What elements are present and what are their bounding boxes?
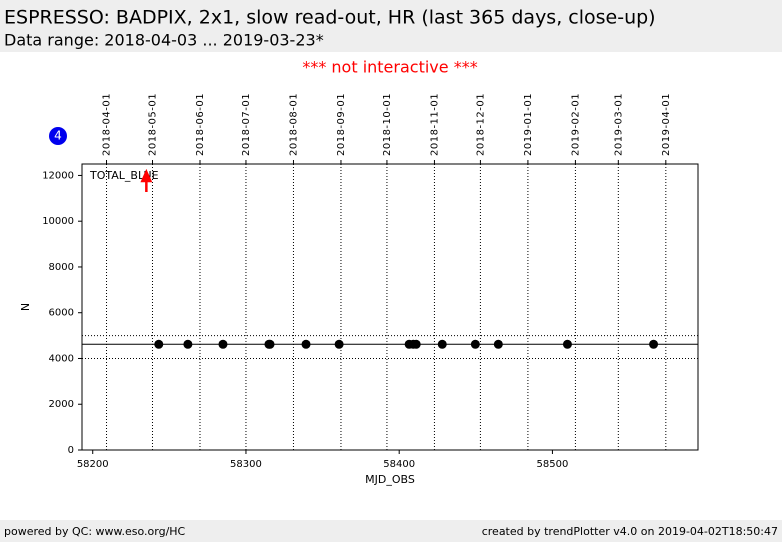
footer-right: created by trendPlotter v4.0 on 2019-04-… bbox=[482, 525, 778, 538]
y-tick-label: 2000 bbox=[49, 399, 74, 410]
y-tick-label: 4000 bbox=[49, 353, 74, 364]
y-tick-label: 6000 bbox=[49, 308, 74, 319]
x-tick-label: 58500 bbox=[537, 459, 569, 470]
date-tick-label: 2018-04-01 bbox=[102, 93, 113, 156]
y-axis-label: N bbox=[19, 303, 32, 311]
point bbox=[218, 339, 228, 349]
point bbox=[649, 339, 659, 349]
date-tick-label: 2018-09-01 bbox=[336, 93, 347, 156]
date-tick-label: 2018-08-01 bbox=[288, 93, 299, 156]
date-tick-label: 2019-01-01 bbox=[523, 93, 534, 156]
badge: 4 bbox=[54, 129, 62, 143]
date-tick-label: 2019-04-01 bbox=[661, 93, 672, 156]
x-tick-label: 58200 bbox=[77, 459, 109, 470]
point bbox=[562, 339, 572, 349]
x-tick-label: 58400 bbox=[383, 459, 415, 470]
x-tick-label: 58300 bbox=[230, 459, 262, 470]
point bbox=[334, 339, 344, 349]
subtitle: Data range: 2018-04-03 ... 2019-03-23* bbox=[4, 31, 324, 50]
point bbox=[493, 339, 503, 349]
date-tick-label: 2018-10-01 bbox=[382, 93, 393, 156]
date-tick-label: 2018-06-01 bbox=[195, 93, 206, 156]
y-tick-label: 10000 bbox=[42, 216, 74, 227]
y-tick-label: 0 bbox=[68, 445, 74, 456]
series-label: TOTAL_BLUE bbox=[89, 169, 159, 182]
point bbox=[411, 339, 421, 349]
footer-band bbox=[0, 520, 782, 542]
y-tick-label: 8000 bbox=[49, 262, 74, 273]
date-tick-label: 2018-12-01 bbox=[475, 93, 486, 156]
plot-frame bbox=[81, 163, 699, 451]
point bbox=[301, 339, 311, 349]
date-tick-label: 2018-05-01 bbox=[147, 93, 158, 156]
title: ESPRESSO: BADPIX, 2x1, slow read-out, HR… bbox=[4, 7, 656, 29]
point bbox=[265, 339, 275, 349]
header-band bbox=[0, 0, 782, 52]
x-axis-label: MJD_OBS bbox=[365, 473, 415, 486]
date-tick-label: 2019-02-01 bbox=[570, 93, 581, 156]
footer-left: powered by QC: www.eso.org/HC bbox=[4, 525, 186, 538]
date-tick-label: 2018-07-01 bbox=[241, 93, 252, 156]
date-tick-label: 2019-03-01 bbox=[613, 93, 624, 156]
y-tick-label: 12000 bbox=[42, 170, 74, 181]
notice: *** not interactive *** bbox=[302, 58, 477, 77]
point bbox=[470, 339, 480, 349]
date-tick-label: 2018-11-01 bbox=[429, 93, 440, 156]
point bbox=[183, 339, 193, 349]
badge-circle bbox=[49, 127, 67, 145]
point bbox=[437, 339, 447, 349]
outlier-arrow bbox=[140, 168, 153, 192]
point bbox=[154, 339, 164, 349]
